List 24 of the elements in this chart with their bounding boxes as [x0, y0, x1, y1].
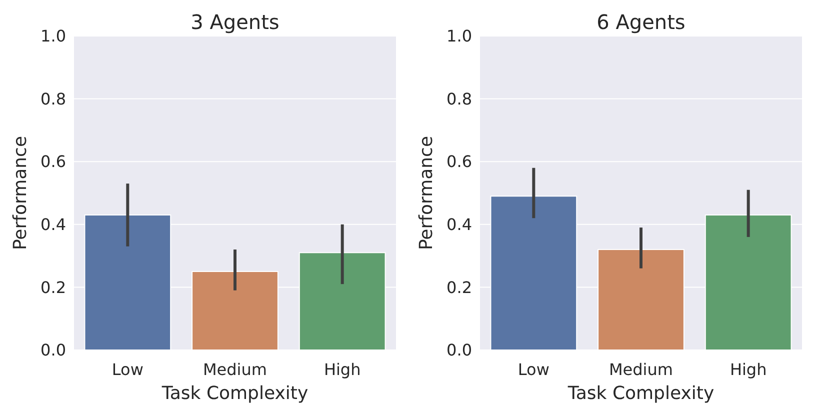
y-tick-label: 0.8: [446, 89, 472, 108]
y-tick-label: 0.8: [40, 89, 66, 108]
y-tick-label: 0.6: [446, 152, 472, 172]
y-tick-label: 0.4: [446, 215, 472, 234]
x-tick-label: Low: [112, 360, 144, 379]
y-tick-label: 1.0: [40, 26, 66, 46]
y-tick-label: 0.4: [40, 215, 66, 234]
y-tick-label: 0.2: [446, 278, 472, 297]
chart-title: 6 Agents: [596, 10, 686, 34]
x-tick-label: High: [324, 360, 361, 379]
y-tick-label: 0.0: [40, 340, 66, 360]
y-tick-label: 0.6: [40, 152, 66, 172]
x-tick-label: Low: [518, 360, 550, 379]
chart-title: 3 Agents: [190, 10, 280, 34]
x-axis-title: Task Complexity: [160, 383, 308, 404]
y-axis-title: Performance: [416, 136, 437, 250]
x-tick-label: Medium: [609, 360, 673, 379]
x-tick-label: High: [730, 360, 767, 379]
x-tick-label: Medium: [203, 360, 267, 379]
y-axis-title: Performance: [10, 136, 31, 250]
y-tick-label: 0.2: [40, 278, 66, 297]
y-tick-label: 1.0: [446, 26, 472, 46]
y-tick-label: 0.0: [446, 340, 472, 360]
x-axis-title: Task Complexity: [566, 383, 714, 404]
